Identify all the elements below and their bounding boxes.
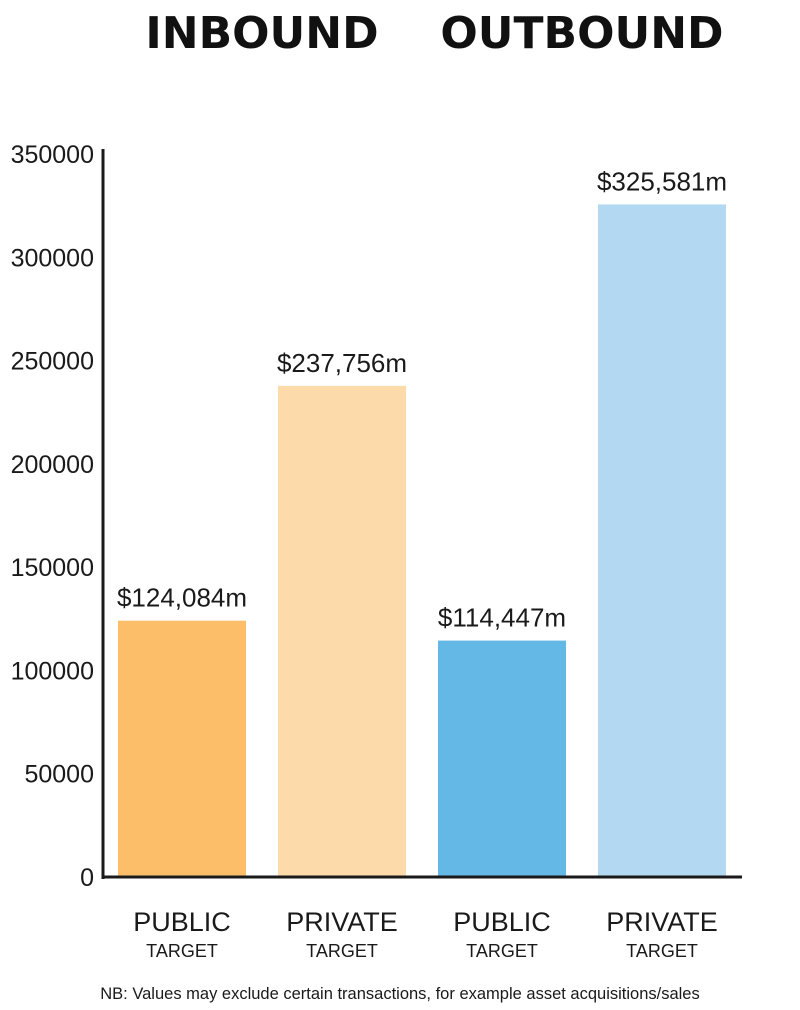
y-tick-label: 150000 bbox=[11, 554, 94, 582]
data-label: $124,084m bbox=[117, 583, 247, 613]
category-label: PRIVATE bbox=[606, 907, 718, 937]
category-label: PRIVATE bbox=[286, 907, 398, 937]
group-title-outbound: OUTBOUND bbox=[440, 8, 723, 59]
bar bbox=[438, 640, 566, 877]
y-tick-label: 250000 bbox=[11, 348, 94, 376]
y-tick-label: 200000 bbox=[11, 451, 94, 479]
category-sublabel: TARGET bbox=[626, 941, 698, 961]
footnote: NB: Values may exclude certain transacti… bbox=[100, 985, 700, 1003]
category-sublabel: TARGET bbox=[306, 941, 378, 961]
y-tick-label: 300000 bbox=[11, 244, 94, 272]
bar bbox=[598, 204, 726, 877]
bar bbox=[118, 620, 246, 877]
bar bbox=[278, 385, 406, 877]
category-sublabel: TARGET bbox=[146, 941, 218, 961]
category-sublabel: TARGET bbox=[466, 941, 538, 961]
bar-chart: INBOUND OUTBOUND 0 50000 100000 150000 200000 2… bbox=[11, 8, 742, 961]
group-title-inbound: INBOUND bbox=[145, 8, 378, 59]
category-label: PUBLIC bbox=[133, 907, 231, 937]
data-label: $325,581m bbox=[597, 166, 727, 196]
category-label: PUBLIC bbox=[453, 907, 551, 937]
y-tick-label: 100000 bbox=[11, 657, 94, 685]
y-tick-label: 350000 bbox=[11, 141, 94, 169]
y-tick-label: 50000 bbox=[24, 761, 94, 789]
data-label: $237,756m bbox=[277, 348, 407, 378]
y-tick-label: 0 bbox=[80, 864, 94, 892]
data-label: $114,447m bbox=[438, 603, 566, 633]
